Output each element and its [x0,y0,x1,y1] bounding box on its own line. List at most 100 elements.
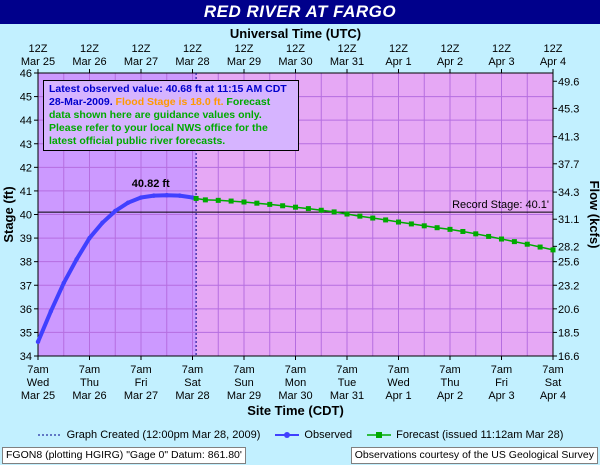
bottom-tick-label: Mar 31 [330,390,364,402]
top-tick-label: 12Z [544,43,563,55]
bottom-tick-label: 7am [336,364,357,376]
bottom-tick-label: Mar 26 [72,390,106,402]
top-tick-label: Apr 2 [437,56,463,68]
observed-point [87,235,92,241]
observed-point [190,195,195,200]
forecast-point [193,195,199,201]
bottom-tick-label: Wed [27,377,49,389]
y-tick-label: 35 [20,327,32,339]
legend: Graph Created (12:00pm Mar 28, 2009) Obs… [0,426,600,444]
bottom-tick-label: Mar 30 [278,390,312,402]
forecast-line-icon [367,432,392,438]
peak-stage-label: 40.82 ft [132,178,170,190]
forecast-point [241,199,247,205]
y2-tick-label: 18.5 [558,327,579,339]
bottom-tick-label: Mar 25 [21,390,55,402]
forecast-point [344,211,350,217]
record-stage-label: Record Stage: 40.1' [452,199,549,211]
observed-point [100,220,105,225]
legend-forecast-label: Forecast (issued 11:12am Mar 28) [396,429,564,441]
y2-tick-label: 20.6 [558,304,579,316]
bottom-tick-label: 7am [491,364,512,376]
bottom-tick-label: 7am [27,364,48,376]
top-tick-label: Apr 4 [540,56,566,68]
bottom-tick-label: Sat [545,377,562,389]
forecast-point [408,221,414,227]
observed-point [74,257,79,262]
forecast-point [254,200,260,206]
bottom-tick-label: Fri [495,377,508,389]
y2-tick-label: 41.3 [558,132,579,144]
y-tick-label: 45 [20,92,32,104]
y-axis-title: Stage (ft) [1,186,16,242]
forecast-point [228,198,234,204]
bottom-tick-label: Mon [285,377,306,389]
y-tick-label: 39 [20,233,32,245]
observed-point [151,193,157,198]
bottom-tick-label: Mar 28 [175,390,209,402]
y-tick-label: 36 [20,304,32,316]
y2-tick-label: 37.7 [558,159,579,171]
observed-point [48,308,54,314]
bottom-tick-label: Fri [135,377,148,389]
bottom-tick-label: 7am [439,364,460,376]
y-tick-label: 42 [20,162,32,174]
forecast-point [267,201,273,207]
bottom-tick-label: 7am [182,364,203,376]
bottom-tick-label: 7am [79,364,100,376]
title-bar: RED RIVER AT FARGO [0,0,600,24]
chart-title: RED RIVER AT FARGO [203,2,397,21]
dotted-line-icon [37,434,62,436]
latest-observation-notice: Latest observed value: 40.68 ft at 11:15… [43,80,299,151]
y2-axis-title: Flow (kcfs) [587,181,600,249]
bottom-tick-label: Thu [441,377,460,389]
top-tick-label: 12Z [389,43,408,55]
top-tick-label: 12Z [80,43,99,55]
observed-point [177,193,182,198]
y2-tick-label: 23.2 [558,280,579,292]
forecast-point [473,231,479,237]
top-tick-label: Apr 1 [385,56,411,68]
forecast-point [460,228,466,234]
bottom-tick-label: 7am [285,364,306,376]
bottom-axis-title: Site Time (CDT) [247,403,344,418]
forecast-point [499,236,504,242]
observed-point [125,200,131,205]
bottom-tick-label: Apr 3 [488,390,514,402]
y-tick-label: 37 [20,280,32,292]
top-tick-label: Mar 28 [175,56,209,68]
notice-guidance: Forecast data shown here are guidance va… [49,96,271,147]
forecast-point [280,203,286,209]
legend-item-created: Graph Created (12:00pm Mar 28, 2009) [37,429,260,441]
bottom-tick-label: 7am [233,364,254,376]
top-tick-label: 12Z [132,43,151,55]
bottom-tick-label: Mar 29 [227,390,261,402]
footer-credit: Observations courtesy of the US Geologic… [350,447,598,464]
forecast-point [511,239,517,245]
top-tick-label: 12Z [29,43,48,55]
y2-tick-label: 25.6 [558,257,579,269]
bottom-tick-label: Sun [234,377,254,389]
observed-point [61,280,66,286]
top-axis-title: Universal Time (UTC) [230,26,361,41]
forecast-point [305,206,311,212]
forecast-point [202,197,208,203]
forecast-point [486,233,492,239]
y-tick-label: 41 [20,186,32,198]
forecast-point [447,226,453,232]
legend-item-observed: Observed [274,429,352,441]
bottom-tick-label: 7am [542,364,563,376]
top-tick-label: 12Z [235,43,254,55]
legend-observed-label: Observed [304,429,353,441]
forecast-point [383,217,389,223]
y2-tick-label: 28.2 [558,241,579,253]
y2-tick-label: 45.3 [558,103,579,115]
y2-tick-label: 31.1 [558,214,579,226]
observed-point [113,208,118,214]
bottom-tick-label: 7am [388,364,409,376]
footer-gage-info: FGON8 (plotting HGIRG) "Gage 0" Datum: 8… [2,447,246,464]
bottom-tick-label: 7am [130,364,151,376]
top-tick-label: Mar 27 [124,56,158,68]
observed-point [35,339,41,345]
